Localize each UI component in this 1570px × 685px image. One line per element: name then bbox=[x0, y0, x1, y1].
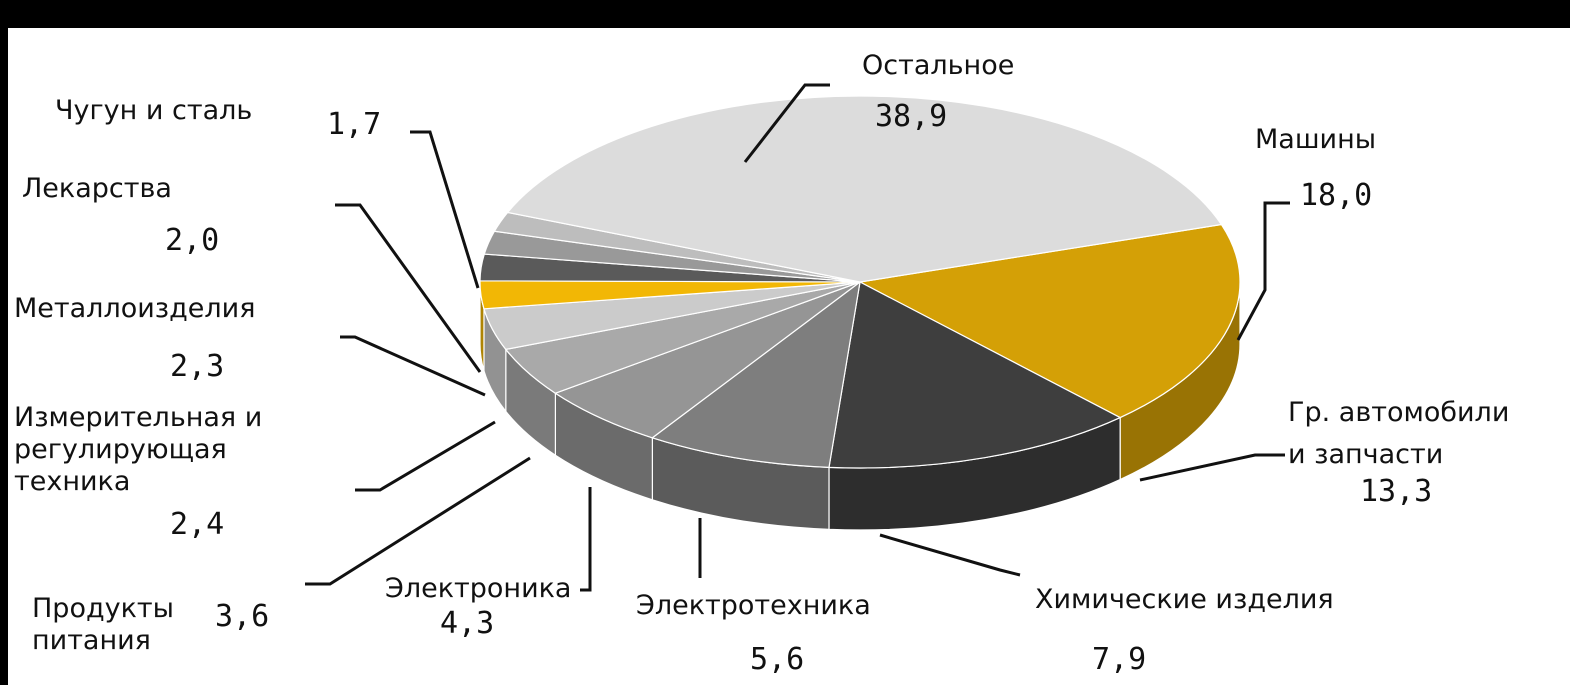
value-izmeritelnaya-tekhnika: 2,4 bbox=[170, 507, 225, 542]
label-gruzovye-avtomobili: Гр. автомобили и запчасти bbox=[1288, 397, 1510, 470]
value-metalloizdeliya: 2,3 bbox=[170, 349, 225, 384]
label-chugun-i-stal: Чугун и сталь bbox=[55, 95, 253, 126]
value-produkty-pitaniya: 3,6 bbox=[215, 599, 270, 634]
value-elektronika: 4,3 bbox=[440, 606, 495, 641]
leader-line-9 bbox=[410, 130, 480, 289]
pie-tops bbox=[479, 95, 1241, 469]
value-chugun-i-stal: 1,7 bbox=[327, 107, 382, 142]
label-lekarstva: Лекарства bbox=[22, 173, 172, 204]
leader-line-8 bbox=[335, 203, 482, 373]
pie-slice-10 bbox=[506, 95, 1223, 283]
label-izmeritelnaya-tekhnika: Измерительная и регулирующая техника bbox=[14, 402, 263, 497]
leader-line-10 bbox=[743, 83, 830, 163]
value-lekarstva: 2,0 bbox=[165, 223, 220, 258]
leader-line-1 bbox=[1139, 453, 1285, 482]
leader-line-4 bbox=[580, 487, 592, 592]
label-ostalnoe: Остальное bbox=[862, 50, 1015, 81]
leader-line-0 bbox=[1236, 201, 1290, 341]
leader-line-5 bbox=[305, 456, 531, 586]
value-khimicheskie-izdeliya: 7,9 bbox=[1092, 642, 1147, 677]
leader-line-2 bbox=[879, 533, 1021, 577]
pie-slice-1 bbox=[828, 281, 1122, 469]
leader-line-6 bbox=[355, 420, 496, 492]
label-elektrotekhnika: Электротехника bbox=[636, 590, 871, 621]
leader-lines bbox=[305, 83, 1290, 592]
label-produkty-pitaniya: Продукты питания bbox=[32, 593, 174, 656]
value-gruzovye-avtomobili: 13,3 bbox=[1360, 474, 1433, 509]
label-mashiny: Машины bbox=[1255, 124, 1377, 155]
value-ostalnoe: 38,9 bbox=[875, 99, 948, 134]
pie-slice-0 bbox=[858, 223, 1241, 419]
pie-slice-3 bbox=[554, 281, 861, 439]
leader-line-7 bbox=[340, 335, 486, 397]
pie-sides bbox=[479, 281, 1241, 531]
value-elektrotekhnika: 5,6 bbox=[750, 642, 805, 677]
pie-slice-2 bbox=[651, 280, 861, 469]
label-metalloizdeliya: Металлоизделия bbox=[14, 293, 256, 324]
label-elektronika: Электроника bbox=[385, 573, 572, 604]
label-khimicheskie-izdeliya: Химические изделия bbox=[1035, 584, 1334, 615]
value-mashiny: 18,0 bbox=[1300, 178, 1373, 213]
